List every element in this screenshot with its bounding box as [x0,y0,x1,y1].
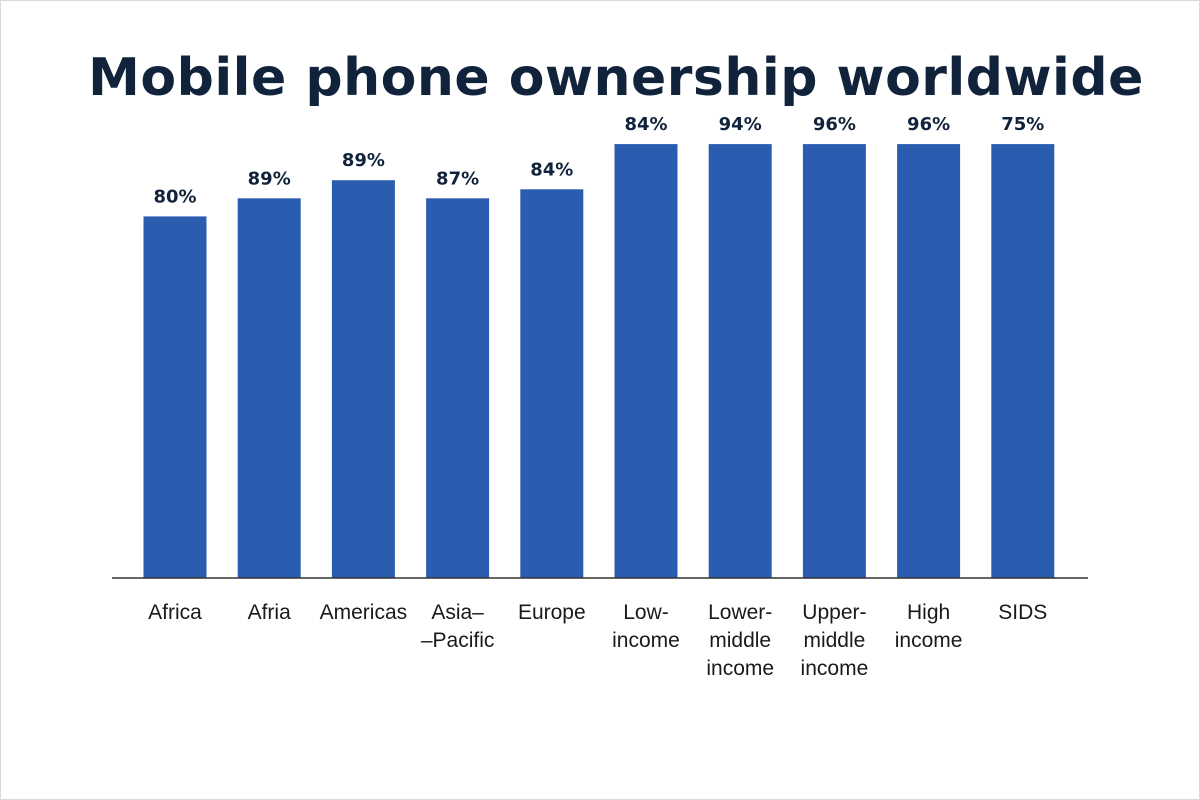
bar-1 [237,198,301,579]
category-label-4: Europe [518,601,586,624]
category-label-1: Afria [248,601,292,624]
bar-5 [614,144,678,578]
category-label-9: SIDS [998,601,1047,624]
bar-4 [520,189,584,579]
bar-8 [897,144,961,578]
value-label-1: 89% [248,168,291,189]
value-label-8: 96% [907,114,950,135]
value-label-3: 87% [436,168,479,189]
value-label-2: 89% [342,150,385,171]
category-label-8: High income [895,601,963,652]
value-label-5: 84% [624,114,667,135]
value-labels-group: 80% 89% 89% 87% 84% 84% 94% 96% 96% 75% [153,114,1044,207]
value-label-7: 96% [813,114,856,135]
category-labels-group: Africa Afria Americas Asia– –Pacific Europe Lo… [148,601,1047,680]
category-label-5: Low-income [612,601,680,652]
bar-7 [802,144,866,578]
bar-6 [708,144,772,578]
value-label-0: 80% [153,186,196,207]
chart-title: Mobile phone ownership worldwide [88,48,1144,108]
value-label-4: 84% [530,159,573,180]
category-label-7: Upper-middle income [801,601,869,680]
category-label-0: Africa [148,601,202,624]
bars-group [143,144,1055,579]
bar-2 [331,180,395,578]
bar-9 [991,144,1055,578]
bar-3 [426,198,490,579]
value-label-9: 75% [1001,114,1044,135]
bar-0 [143,216,207,578]
value-label-6: 94% [719,114,762,135]
category-label-2: Americas [320,601,408,624]
category-label-3: Asia– –Pacific [421,601,495,652]
category-label-6: Lower-middle income [706,601,774,680]
